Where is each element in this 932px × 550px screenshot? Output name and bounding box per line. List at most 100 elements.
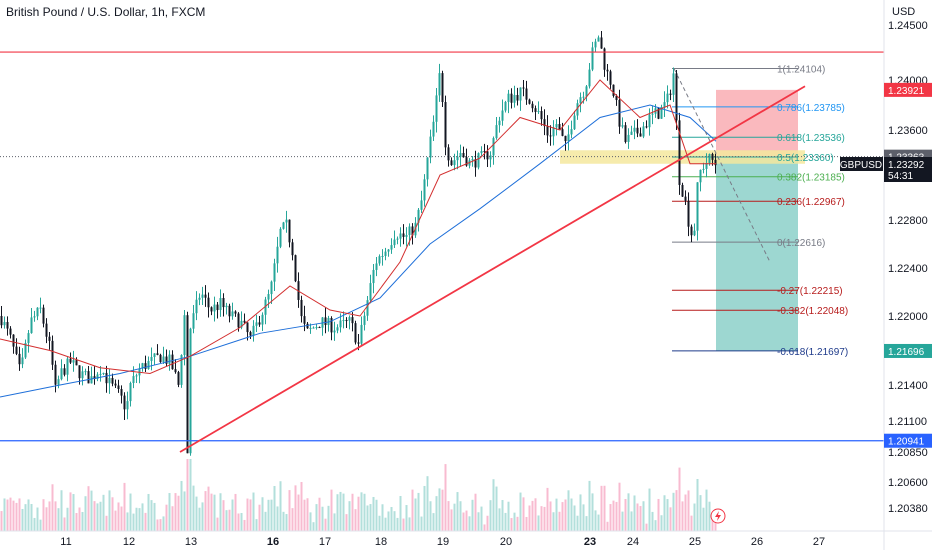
candle-body — [312, 327, 315, 329]
candle-body — [555, 124, 558, 128]
volume-bar — [648, 488, 651, 531]
candle-body — [504, 101, 507, 111]
volume-bar — [474, 493, 477, 531]
volume-bar — [234, 493, 237, 531]
candle-body — [588, 69, 591, 87]
volume-bar — [261, 497, 264, 531]
candle-body — [594, 41, 597, 48]
time-tick-label: 13 — [185, 536, 197, 548]
candle-body — [12, 334, 15, 347]
candle-body — [192, 313, 195, 329]
candle-body — [111, 377, 114, 384]
candle-body — [216, 304, 219, 311]
candle-body — [234, 311, 237, 314]
volume-bar — [147, 493, 150, 531]
volume-bar — [681, 501, 684, 531]
projection-line[interactable] — [673, 68, 771, 263]
candle-body — [294, 255, 297, 282]
stop-loss-zone[interactable] — [716, 89, 798, 157]
candle-body — [186, 315, 189, 454]
candle-body — [393, 239, 396, 246]
candle-body — [648, 114, 651, 128]
candle-body — [438, 73, 441, 96]
volume-bar — [303, 499, 306, 531]
volume-bar — [345, 514, 348, 531]
fib-level-label: 0.382(1.23185) — [777, 173, 845, 184]
candle-body — [261, 314, 264, 325]
candle-body — [303, 316, 306, 324]
candle-body — [87, 371, 90, 384]
volume-bar — [285, 514, 288, 531]
candle-body — [603, 48, 606, 70]
volume-bar — [198, 507, 201, 531]
volume-bar — [156, 519, 159, 531]
candle-body — [471, 159, 474, 161]
volume-bar — [108, 490, 111, 531]
volume-bar — [489, 500, 492, 531]
candle-body — [84, 371, 87, 373]
volume-bar — [408, 517, 411, 531]
candle-body — [711, 153, 714, 160]
candle-body — [336, 327, 339, 331]
candle-body — [627, 134, 630, 142]
candle-body — [132, 376, 135, 383]
candle-body — [120, 389, 123, 396]
time-tick-label: 16 — [267, 536, 279, 548]
time-tick-label: 19 — [437, 536, 449, 548]
volume-bar — [264, 511, 267, 531]
candle-body — [483, 151, 486, 153]
volume-bar — [69, 492, 72, 531]
candle-body — [141, 363, 144, 369]
volume-bar — [372, 496, 375, 531]
candle-body — [33, 316, 36, 318]
volume-bar — [114, 510, 117, 531]
candle-body — [291, 242, 294, 256]
candle-body — [195, 299, 198, 314]
candle-body — [411, 226, 414, 236]
candle-body — [6, 322, 9, 329]
volume-bar — [660, 515, 663, 531]
candle-body — [36, 307, 39, 317]
candle-body — [426, 157, 429, 180]
candle-body — [222, 298, 225, 308]
fibonacci-levels[interactable]: 1(1.24104) 0.786(1.23785) 0.618(1.23536) 0.… — [672, 65, 848, 358]
volume-bar — [33, 517, 36, 531]
volume-bar — [393, 511, 396, 531]
take-profit-zone[interactable] — [716, 156, 798, 351]
volume-bar — [540, 506, 543, 531]
candle-body — [60, 368, 63, 380]
time-tick-label: 27 — [813, 536, 825, 548]
candle-body — [285, 219, 288, 223]
volume-bar — [609, 504, 612, 531]
candle-body — [480, 151, 483, 154]
volume-bar — [54, 501, 57, 531]
candle-body — [48, 336, 51, 341]
candle-body — [525, 88, 528, 100]
candle-body — [24, 342, 27, 358]
candle-body — [237, 313, 240, 328]
time-axis[interactable]: 11 12 13 16 17 18 19 20 23 24 25 26 27 — [60, 536, 825, 548]
candle-body — [3, 322, 6, 326]
volume-bar — [531, 500, 534, 531]
candle-body — [531, 103, 534, 109]
volume-bar — [237, 513, 240, 531]
price-tag-label: 1.23921 — [888, 86, 925, 97]
volume-bar — [399, 495, 402, 531]
candle-body — [123, 395, 126, 410]
candle-body — [39, 307, 42, 309]
volume-bar — [606, 521, 609, 531]
candle-body — [357, 342, 360, 344]
candle-body — [375, 263, 378, 270]
candle-body — [144, 363, 147, 369]
volume-bar — [528, 505, 531, 531]
lightning-icon[interactable] — [710, 508, 726, 524]
volume-bar — [336, 494, 339, 531]
volume-bar — [81, 511, 84, 531]
volume-bar — [138, 508, 141, 531]
candle-body — [615, 95, 618, 101]
volume-bar — [78, 507, 81, 531]
candle-body — [324, 317, 327, 326]
trend-line[interactable] — [179, 85, 806, 453]
currency-label: USD — [892, 6, 916, 18]
